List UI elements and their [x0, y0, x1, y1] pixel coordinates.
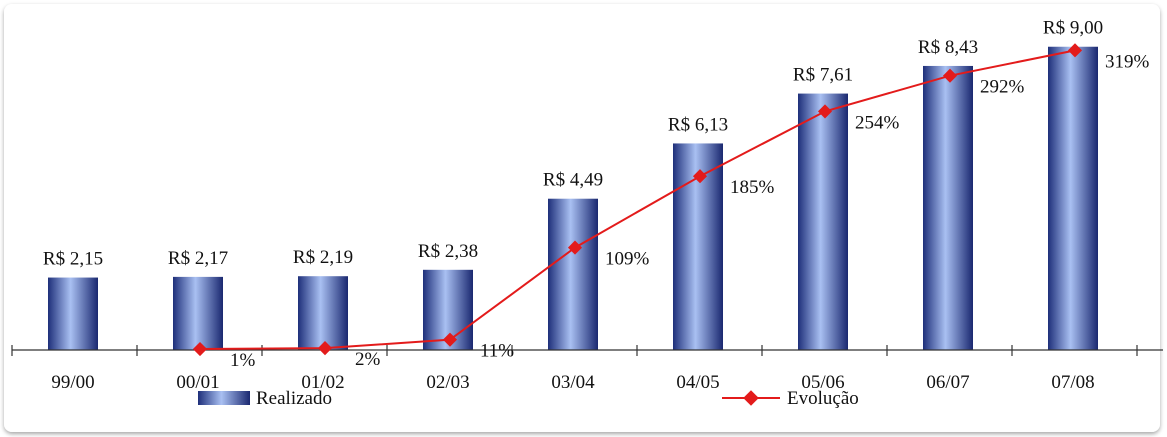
x-tick-label: 03/04: [551, 372, 595, 393]
evolucao-point: [692, 169, 708, 184]
x-tick-label: 02/03: [426, 372, 469, 393]
x-tick-label: 00/01: [176, 372, 219, 393]
legend-swatch-realizado: [198, 391, 250, 405]
bar-01-02: [298, 276, 348, 350]
x-tick-label: 04/05: [676, 372, 719, 393]
evolucao-point: [442, 332, 458, 347]
evolucao-point: [192, 341, 208, 357]
bar-value-label: R$ 7,61: [793, 65, 853, 86]
evolucao-value-label: 11%: [480, 341, 514, 362]
bar-value-label: R$ 4,49: [543, 170, 603, 191]
x-tick-label: 06/07: [926, 372, 969, 393]
bar-value-label: R$ 2,15: [43, 249, 103, 270]
bar-03-04: [548, 198, 598, 350]
evolucao-value-label: 2%: [355, 349, 381, 370]
bar-99-00: [48, 277, 98, 350]
bar-07-08: [1048, 46, 1098, 350]
bar-00-01: [173, 276, 223, 350]
evolucao-value-label: 1%: [230, 350, 256, 371]
evolucao-value-label: 319%: [1105, 51, 1150, 72]
legend-label-evolucao: Evolução: [787, 388, 859, 409]
bar-value-label: R$ 8,43: [918, 37, 978, 58]
evolucao-point: [942, 68, 958, 83]
evolucao-value-label: 292%: [980, 77, 1025, 98]
x-ticks-layer: [11, 345, 1138, 356]
evolucao-value-label: 109%: [605, 249, 650, 270]
evolucao-line: [199, 49, 1076, 351]
labels-layer: 99/00 R$ 2,15 00/01 R$ 2,17 01/02 R$ 2,19 02/0…: [43, 18, 1150, 393]
bar-value-label: R$ 2,17: [168, 248, 228, 269]
evolucao-value-label: 254%: [855, 112, 900, 133]
line-layer: [192, 43, 1083, 357]
bar-value-label: R$ 2,38: [418, 241, 478, 262]
legend: Realizado Evolução: [198, 388, 859, 409]
evolucao-value-label: 185%: [730, 177, 775, 198]
bar-value-label: R$ 2,19: [293, 247, 353, 268]
evolucao-point: [317, 341, 333, 356]
evolucao-point: [817, 104, 833, 119]
legend-label-realizado: Realizado: [256, 388, 332, 409]
bar-05-06: [798, 93, 848, 351]
bar-value-label: R$ 9,00: [1043, 18, 1103, 39]
evolucao-point: [1067, 43, 1083, 58]
bar-value-label: R$ 6,13: [668, 114, 728, 135]
x-tick-label: 07/08: [1051, 372, 1094, 393]
x-tick-label: 99/00: [51, 372, 94, 393]
evolucao-point: [567, 240, 583, 255]
x-tick-label: 01/02: [301, 372, 344, 393]
bar-06-07: [923, 65, 973, 351]
x-tick-label: 05/06: [801, 372, 844, 393]
